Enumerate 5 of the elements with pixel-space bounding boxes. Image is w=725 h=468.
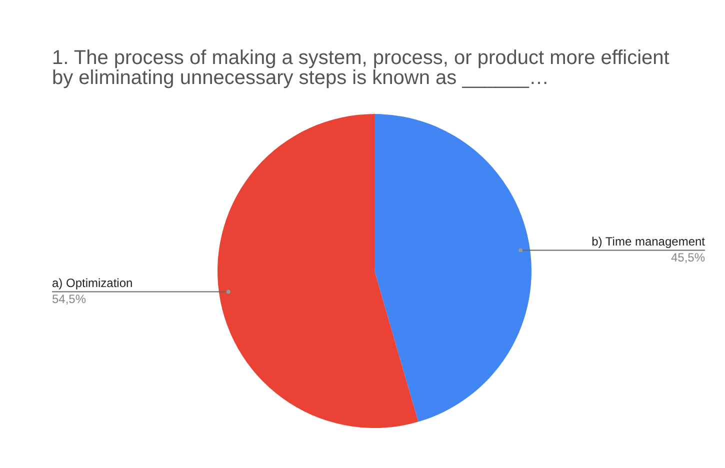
data-label: 45,5% — [670, 250, 706, 265]
data-label: 54,5% — [52, 292, 86, 306]
chart-title: 1. The process of making a system, process, or product more efficient by eliminating unnecessary steps is known as ______… — [51, 46, 670, 91]
slice-label: b) Time management — [592, 234, 706, 249]
slice-label: a) Optimization — [52, 276, 133, 290]
